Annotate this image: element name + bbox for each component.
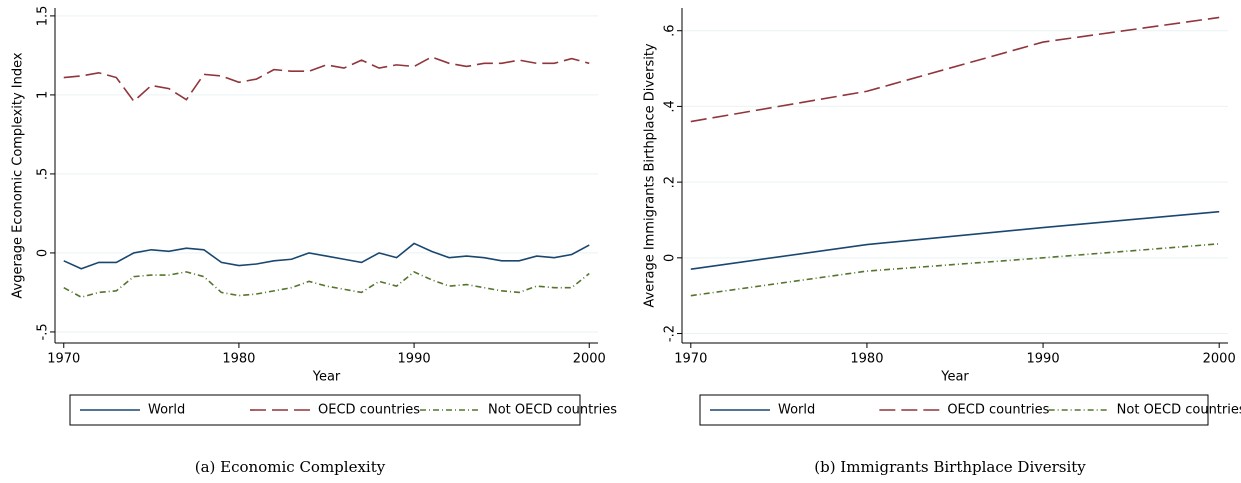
legend-label: World: [148, 403, 185, 418]
y-tick-label: 1.5: [36, 6, 51, 27]
legend-box: [69, 394, 581, 426]
x-tick-label: 1980: [850, 352, 883, 367]
y-tick-label: .2: [663, 176, 678, 188]
x-tick-label: 1970: [674, 352, 707, 367]
x-tick-label: 1980: [222, 352, 255, 367]
y-tick-label: .5: [36, 168, 51, 180]
x-tick-label: 1990: [398, 352, 431, 367]
y-tick-label: -.5: [36, 323, 51, 340]
legend-label: Not OECD countries: [1117, 403, 1241, 418]
series-line: [63, 242, 590, 270]
y-tick-label: 1: [36, 91, 51, 99]
x-tick-label: 2000: [1203, 352, 1236, 367]
x-tick-label: 1970: [47, 352, 80, 367]
legend-label: OECD countries: [947, 403, 1049, 418]
series-line: [690, 16, 1220, 123]
legend-box: [699, 394, 1209, 426]
y-tick-label: 0: [663, 254, 678, 262]
y-tick-label: .6: [663, 25, 678, 37]
y-axis-title: Average Immigrants Birthplace Diversity: [643, 43, 658, 308]
y-axis-title: Avgerage Economic Complexity Index: [11, 52, 26, 298]
series-line: [63, 56, 590, 103]
series-line: [690, 243, 1220, 297]
x-axis-title: Year: [940, 370, 969, 385]
legend-label: Not OECD countries: [488, 403, 617, 418]
x-axis-title: Year: [312, 370, 341, 385]
x-tick-label: 2000: [573, 352, 606, 367]
x-tick-label: 1990: [1027, 352, 1060, 367]
y-tick-label: -.2: [663, 325, 678, 342]
caption: (b) Immigrants Birthplace Diversity: [814, 458, 1086, 476]
legend-label: World: [778, 403, 815, 418]
y-tick-label: 0: [36, 249, 51, 257]
series-line: [63, 270, 590, 299]
y-tick-label: .4: [663, 100, 678, 112]
series-line: [690, 210, 1220, 270]
legend-label: OECD countries: [318, 403, 420, 418]
caption: (a) Economic Complexity: [195, 458, 386, 476]
